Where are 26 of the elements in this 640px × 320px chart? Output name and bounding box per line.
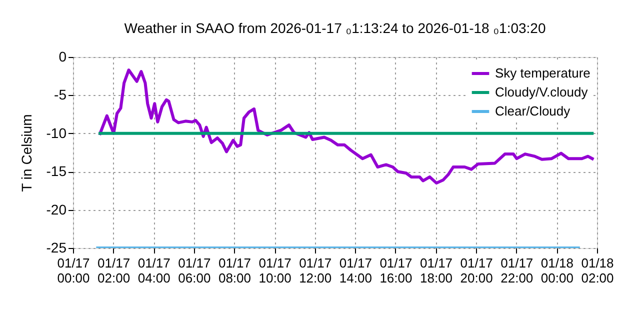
legend-label: Clear/Cloudy bbox=[495, 104, 571, 118]
y-tick-label: -10 bbox=[46, 124, 67, 141]
y-axis-title: T in Celsium bbox=[18, 114, 34, 192]
line-series bbox=[98, 68, 596, 185]
y-tick-label: -25 bbox=[46, 240, 67, 256]
legend-label: Sky temperature bbox=[495, 66, 590, 80]
x-tick-label: 01/17 18:00 bbox=[420, 256, 453, 286]
x-tick-label: 01/17 16:00 bbox=[380, 256, 412, 286]
x-tick-label: 01/17 10:00 bbox=[258, 256, 292, 286]
y-tick-label: 0 bbox=[58, 48, 67, 64]
y-tick-label: -20 bbox=[46, 201, 67, 218]
x-tick-label: 01/17 12:00 bbox=[299, 256, 332, 286]
x-tick-label: 01/17 22:00 bbox=[500, 256, 534, 286]
x-tick-label: 01/18 00:00 bbox=[540, 256, 574, 286]
y-tick-label: -5 bbox=[54, 86, 67, 103]
y-tick-label: -15 bbox=[46, 163, 67, 180]
x-tick-label: 01/17 00:00 bbox=[57, 256, 90, 286]
x-tick-label: 01/17 04:00 bbox=[138, 256, 170, 286]
x-tick-label: 01/17 02:00 bbox=[98, 256, 130, 286]
chart-title: Weather in SAAO from 2026-01-17 ₀1:13:24 to 2026-01-18 ₀1:03:20 bbox=[124, 20, 546, 36]
x-tick-label: 01/17 14:00 bbox=[339, 256, 372, 286]
x-tick-label: 01/17 06:00 bbox=[178, 256, 211, 286]
x-tick-label: 01/18 02:00 bbox=[581, 256, 614, 286]
x-tick-label: 01/17 08:00 bbox=[218, 256, 252, 286]
x-tick-label: 01/17 20:00 bbox=[460, 256, 493, 286]
legend-label: Cloudy/V.cloudy bbox=[495, 84, 588, 100]
